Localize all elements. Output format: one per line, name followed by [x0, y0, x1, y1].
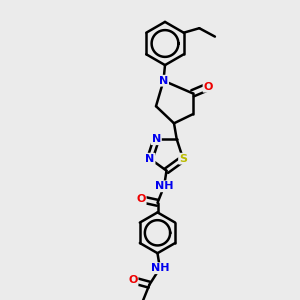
Text: N: N	[145, 154, 154, 164]
Text: S: S	[179, 154, 187, 164]
Text: O: O	[203, 82, 213, 92]
Text: N: N	[159, 76, 168, 86]
Text: O: O	[136, 194, 146, 204]
Text: NH: NH	[151, 263, 169, 273]
Text: N: N	[152, 134, 161, 144]
Text: NH: NH	[155, 181, 173, 191]
Text: O: O	[128, 275, 138, 285]
